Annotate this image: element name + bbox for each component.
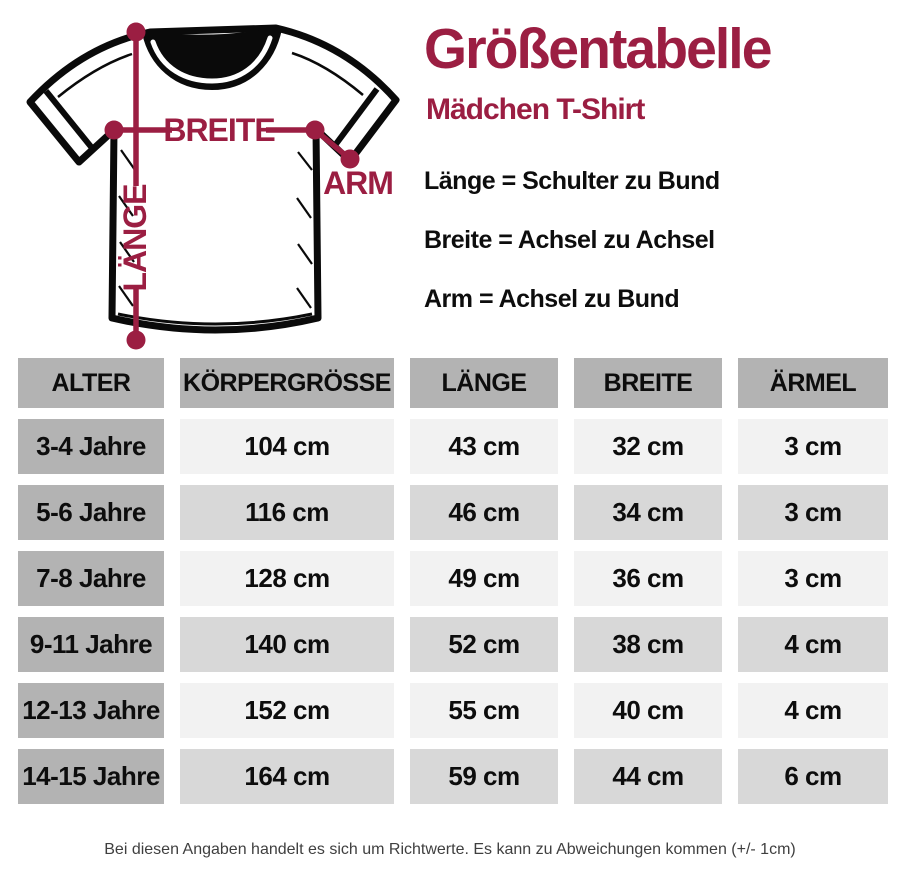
definition-arm: Arm = Achsel zu Bund	[424, 285, 680, 313]
measurement-definitions: Länge = Schulter zu Bund Breite = Achsel…	[424, 167, 720, 344]
laenge-label: LÄNGE	[117, 184, 153, 292]
value-cell: 104 cm	[180, 419, 394, 474]
fabric-hatch-marks	[118, 149, 313, 309]
sleeve-end-dot	[340, 149, 360, 169]
value-cell: 3 cm	[738, 419, 888, 474]
column-header-aermel: ÄRMEL	[738, 358, 888, 408]
breite-label: BREITE	[163, 112, 275, 148]
hem-dot	[126, 330, 146, 350]
value-cell: 55 cm	[410, 683, 558, 738]
value-cell: 38 cm	[574, 617, 722, 672]
age-cell: 9-11 Jahre	[18, 617, 164, 672]
value-cell: 49 cm	[410, 551, 558, 606]
value-cell: 3 cm	[738, 485, 888, 540]
value-cell: 36 cm	[574, 551, 722, 606]
age-cell: 12-13 Jahre	[18, 683, 164, 738]
shoulder-dot	[126, 22, 146, 42]
value-cell: 32 cm	[574, 419, 722, 474]
age-cell: 7-8 Jahre	[18, 551, 164, 606]
value-cell: 116 cm	[180, 485, 394, 540]
size-table: ALTER KÖRPERGRÖSSE LÄNGE BREITE ÄRMEL 3-…	[18, 358, 888, 804]
value-cell: 6 cm	[738, 749, 888, 804]
value-cell: 164 cm	[180, 749, 394, 804]
value-cell: 140 cm	[180, 617, 394, 672]
value-cell: 4 cm	[738, 683, 888, 738]
left-shoulder-seam	[57, 52, 133, 98]
left-cuff-seam	[43, 89, 95, 150]
page-subtitle: Mädchen T-Shirt	[426, 93, 645, 126]
age-cell: 3-4 Jahre	[18, 419, 164, 474]
page-title: Größentabelle	[424, 17, 772, 81]
measurement-dots	[104, 22, 360, 350]
left-armpit-dot	[104, 120, 124, 140]
value-cell: 34 cm	[574, 485, 722, 540]
right-armpit-dot	[305, 120, 325, 140]
value-cell: 52 cm	[410, 617, 558, 672]
value-cell: 59 cm	[410, 749, 558, 804]
right-shoulder-seam	[291, 51, 364, 96]
tshirt-measurement-diagram: BREITE ARM LÄNGE	[0, 0, 420, 352]
definition-breite: Breite = Achsel zu Achsel	[424, 226, 715, 254]
definition-laenge: Länge = Schulter zu Bund	[424, 167, 720, 195]
column-header-alter: ALTER	[18, 358, 164, 408]
footnote: Bei diesen Angaben handelt es sich um Ri…	[104, 841, 796, 858]
column-header-laenge: LÄNGE	[410, 358, 558, 408]
value-cell: 43 cm	[410, 419, 558, 474]
hem-seam	[117, 312, 313, 326]
column-header-koerpergroesse: KÖRPERGRÖSSE	[180, 358, 394, 408]
value-cell: 3 cm	[738, 551, 888, 606]
age-cell: 14-15 Jahre	[18, 749, 164, 804]
value-cell: 152 cm	[180, 683, 394, 738]
tshirt-illustration: BREITE ARM LÄNGE	[26, 22, 400, 350]
value-cell: 40 cm	[574, 683, 722, 738]
right-cuff-seam	[330, 87, 380, 150]
age-cell: 5-6 Jahre	[18, 485, 164, 540]
collar-rib-line	[150, 35, 273, 84]
value-cell: 44 cm	[574, 749, 722, 804]
value-cell: 46 cm	[410, 485, 558, 540]
arm-label: ARM	[323, 165, 393, 201]
column-header-breite: BREITE	[574, 358, 722, 408]
value-cell: 128 cm	[180, 551, 394, 606]
value-cell: 4 cm	[738, 617, 888, 672]
